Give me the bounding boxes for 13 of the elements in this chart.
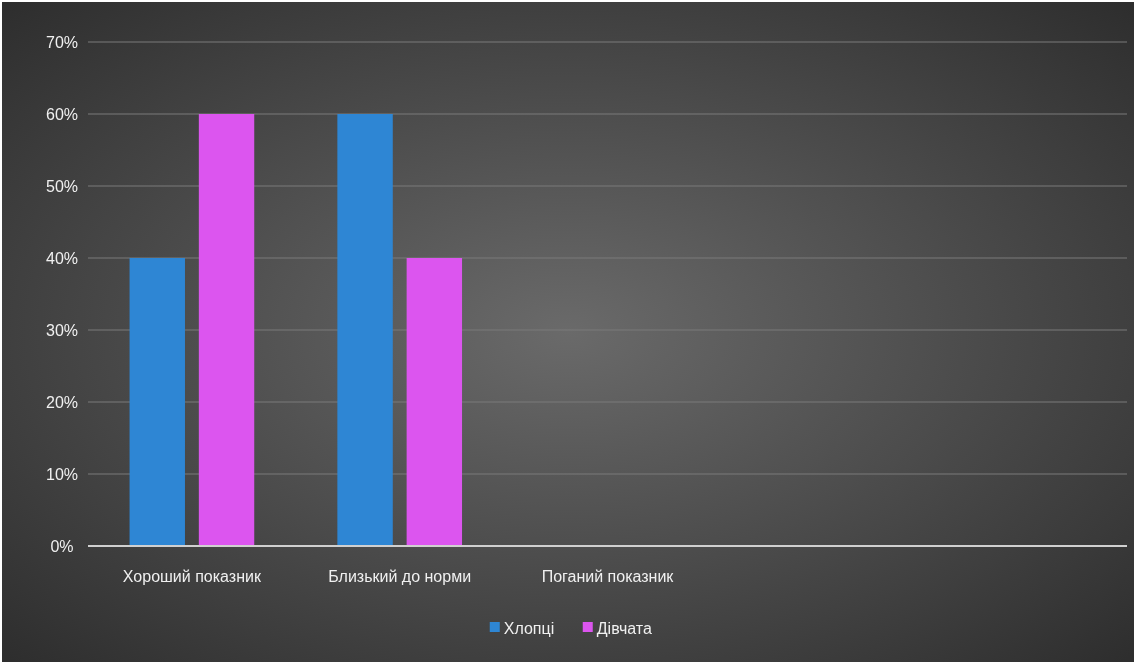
y-tick-label: 20%: [45, 393, 79, 411]
y-tick-label: 50%: [45, 177, 79, 195]
y-tick-label: 10%: [45, 465, 79, 483]
y-tick-label: 30%: [45, 321, 79, 339]
legend-label: Хлопці: [503, 619, 555, 637]
y-tick-label: 70%: [45, 33, 79, 51]
x-tick-label: Хороший показник: [122, 568, 262, 585]
x-tick-label: Близький до норми: [328, 568, 472, 585]
y-tick-label: 40%: [45, 249, 79, 267]
x-tick-label: Поганий показник: [541, 568, 675, 585]
y-tick-label: 0%: [50, 537, 74, 555]
legend-label: Дівчата: [596, 619, 652, 637]
y-tick-label: 60%: [45, 105, 79, 123]
